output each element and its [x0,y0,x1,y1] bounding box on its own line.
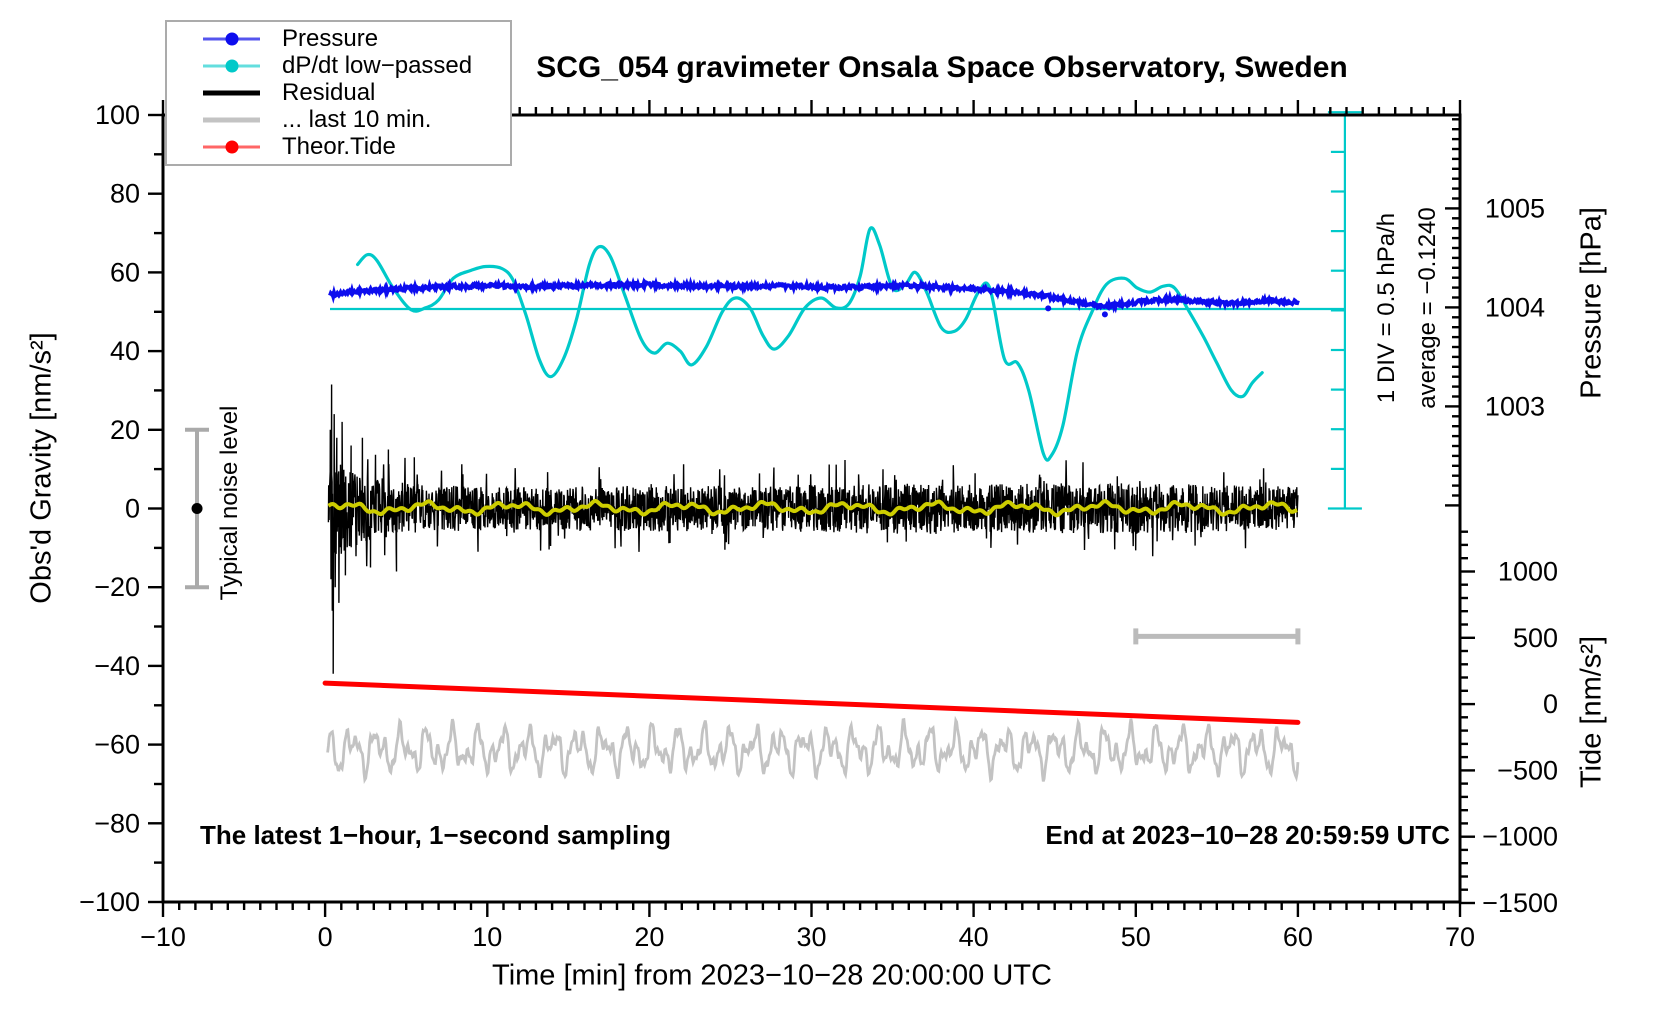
annotation-sampling: The latest 1−hour, 1−second sampling [200,820,672,850]
tide-series [322,680,1301,725]
svg-text:40: 40 [110,336,140,366]
svg-text:0: 0 [125,494,140,524]
svg-text:60: 60 [1283,922,1313,952]
legend-item: Residual [167,79,510,106]
legend-marker-dot [225,59,238,73]
legend-item-label: Theor.Tide [282,133,396,161]
svg-text:20: 20 [634,922,664,952]
div-scale-bar [1327,111,1362,510]
y-axis-title-pressure: Pressure [hPa] [1575,207,1608,399]
legend-line-sample [203,114,260,126]
svg-text:80: 80 [110,179,140,209]
svg-text:20: 20 [110,415,140,445]
legend-item-label: dP/dt low−passed [282,51,473,79]
svg-text:10: 10 [472,922,502,952]
svg-text:40: 40 [959,922,989,952]
svg-text:1005: 1005 [1485,193,1545,223]
pressure-tick-labels: 1005 1004 1003 [1485,193,1545,421]
svg-text:70: 70 [1445,922,1475,952]
svg-text:1003: 1003 [1485,391,1545,421]
svg-text:−20: −20 [94,572,140,602]
svg-text:0: 0 [318,922,333,952]
legend-item-label: Residual [282,78,376,106]
svg-text:500: 500 [1513,623,1558,653]
svg-text:−60: −60 [94,730,140,760]
legend: Pressure dP/dt low−passed Residual... last… [165,20,512,166]
legend-item: ... last 10 min. [167,106,510,134]
annotation-div-scale: 1 DIV = 0.5 hPa/h [1373,212,1400,404]
legend-item: Theor.Tide [167,133,510,161]
last10-scale-bar [1133,628,1301,645]
pressure-outlier-dots [1045,305,1108,318]
svg-text:100: 100 [95,100,140,130]
svg-text:−80: −80 [94,808,140,838]
svg-text:−40: −40 [94,651,140,681]
pressure-series [328,276,1300,314]
legend-marker-dot [225,140,238,154]
svg-text:60: 60 [110,257,140,287]
svg-text:1000: 1000 [1498,556,1558,586]
svg-text:−10: −10 [140,922,186,952]
legend-item-label: Pressure [282,24,379,52]
legend-line-sample [203,87,260,99]
y-axis-title-gravity: Obs'd Gravity [nm/s²] [25,332,58,604]
legend-line-sample [203,32,260,46]
legend-line-sample [203,140,260,154]
legend-item: dP/dt low−passed [167,52,510,79]
svg-text:−500: −500 [1497,755,1558,785]
legend-line-sample [203,59,260,73]
svg-text:50: 50 [1121,922,1151,952]
annotation-end-time: End at 2023−10−28 20:59:59 UTC [1045,820,1450,850]
y-left-tick-labels: 100 80 60 40 20 0 −20 −40 −60 −80 −100 [79,100,140,917]
legend-item: Pressure [167,25,510,52]
annotation-noise-level: Typical noise level [216,405,243,601]
y-axis-title-tide: Tide [nm/s²] [1575,635,1608,789]
x-axis-title: Time [min] from 2023−10−28 20:00:00 UTC [492,959,1052,992]
svg-text:1004: 1004 [1485,292,1545,322]
annotation-average: average = −0.1240 [1414,207,1441,409]
dpdt-series [356,226,1264,462]
last10-series [326,715,1300,784]
x-tick-labels: −10 0 10 20 30 40 50 60 70 [140,922,1475,952]
svg-text:−1000: −1000 [1482,822,1558,852]
residual-smoothed-series [327,498,1298,518]
svg-text:−100: −100 [79,887,140,917]
page-title: SCG_054 gravimeter Onsala Space Observat… [536,51,1348,84]
svg-text:0: 0 [1543,689,1558,719]
legend-item-label: ... last 10 min. [282,106,432,134]
plot-frame [161,113,1462,904]
noise-error-bar [185,427,209,590]
svg-text:30: 30 [796,922,826,952]
residual-series [327,384,1299,674]
legend-marker-dot [225,32,238,46]
svg-text:−1500: −1500 [1482,888,1558,918]
tide-tick-labels: 1000 500 0 −500 −1000 −1500 [1482,556,1558,918]
